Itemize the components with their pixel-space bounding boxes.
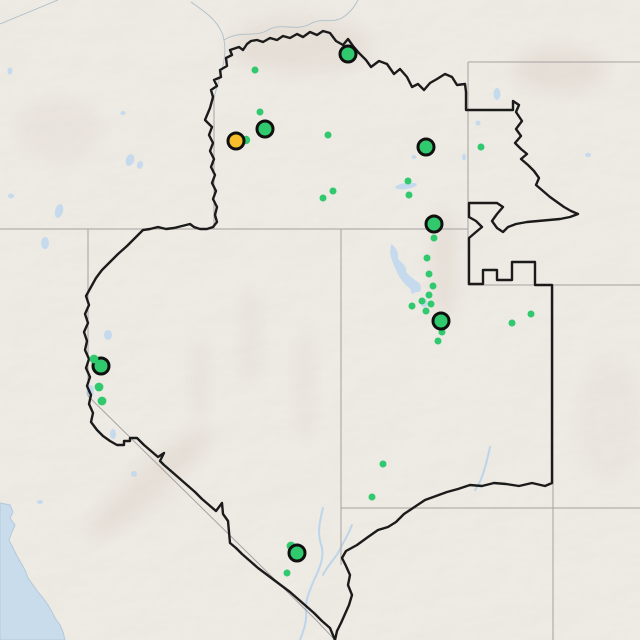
station-marker-small[interactable] bbox=[427, 300, 435, 308]
american-falls-reservoir bbox=[395, 182, 417, 190]
station-marker-large-yellow[interactable] bbox=[226, 131, 246, 151]
great-salt-lake bbox=[390, 244, 421, 293]
station-marker-small[interactable] bbox=[97, 396, 107, 406]
station-marker-small[interactable] bbox=[477, 143, 485, 151]
station-marker-small[interactable] bbox=[319, 194, 327, 202]
mountain-shading bbox=[20, 19, 640, 537]
station-marker-small[interactable] bbox=[89, 354, 99, 364]
station-marker-small[interactable] bbox=[423, 254, 431, 262]
station-marker-small[interactable] bbox=[422, 307, 430, 315]
station-marker-small[interactable] bbox=[430, 234, 438, 242]
station-marker-small[interactable] bbox=[405, 191, 413, 199]
station-marker-small[interactable] bbox=[508, 319, 516, 327]
colorado-river bbox=[299, 507, 324, 640]
station-marker-large-green[interactable] bbox=[287, 543, 307, 563]
border-ca-nv-diagonal bbox=[87, 395, 336, 640]
bear-lake bbox=[493, 88, 501, 100]
station-marker-large-green[interactable] bbox=[416, 137, 436, 157]
columbia-corner bbox=[0, 0, 59, 25]
station-marker-large-green[interactable] bbox=[338, 44, 358, 64]
station-marker-large-green[interactable] bbox=[431, 311, 451, 331]
station-marker-small[interactable] bbox=[329, 187, 337, 195]
station-marker-small[interactable] bbox=[256, 108, 264, 116]
station-marker-small[interactable] bbox=[283, 569, 291, 577]
goose-lake bbox=[54, 204, 64, 218]
walker-lake bbox=[110, 429, 116, 439]
station-marker-small[interactable] bbox=[418, 297, 426, 305]
station-marker-small[interactable] bbox=[404, 177, 412, 185]
station-marker-large-green[interactable] bbox=[424, 214, 444, 234]
station-marker-small[interactable] bbox=[251, 66, 259, 74]
markers-layer bbox=[89, 44, 535, 577]
mono-lake bbox=[131, 471, 137, 477]
station-marker-small[interactable] bbox=[379, 460, 387, 468]
station-marker-small[interactable] bbox=[94, 382, 104, 392]
pacific-ocean bbox=[0, 502, 66, 640]
station-marker-large-green[interactable] bbox=[255, 119, 275, 139]
station-marker-small[interactable] bbox=[434, 337, 442, 345]
station-marker-small[interactable] bbox=[408, 302, 416, 310]
station-marker-small[interactable] bbox=[429, 282, 437, 290]
station-marker-small[interactable] bbox=[425, 270, 433, 278]
station-marker-small[interactable] bbox=[425, 291, 433, 299]
basin-boundary bbox=[82, 29, 580, 640]
station-marker-small[interactable] bbox=[368, 493, 376, 501]
virgin-river bbox=[322, 524, 353, 576]
station-marker-small[interactable] bbox=[324, 131, 332, 139]
snake-river bbox=[190, 0, 359, 99]
sevier-lake bbox=[410, 282, 418, 294]
station-marker-small[interactable] bbox=[527, 310, 535, 318]
